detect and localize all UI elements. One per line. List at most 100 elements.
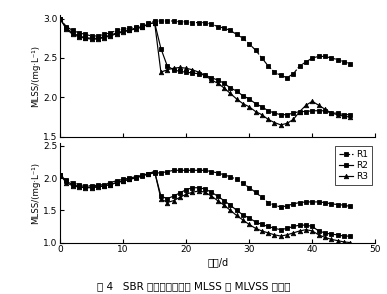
R2 — [247, 216, 252, 220]
R3 — [159, 197, 163, 201]
R1 — [102, 183, 106, 186]
R3 — [278, 234, 283, 238]
R2 — [316, 229, 321, 233]
R2 — [159, 194, 163, 198]
R2 — [272, 227, 277, 230]
R1 — [108, 181, 113, 184]
R2 — [297, 223, 302, 227]
R1 — [83, 184, 87, 188]
R2 — [241, 213, 245, 217]
R3 — [341, 240, 346, 244]
X-axis label: 时间/d: 时间/d — [207, 257, 228, 267]
R2 — [83, 185, 87, 189]
R2 — [89, 185, 94, 189]
R3 — [222, 203, 226, 207]
R1 — [253, 191, 258, 194]
R1 — [96, 183, 100, 187]
R2 — [115, 181, 119, 184]
R1 — [241, 181, 245, 185]
Y-axis label: MLSS/(mg·L⁻¹): MLSS/(mg·L⁻¹) — [31, 162, 40, 223]
R3 — [247, 223, 252, 226]
R1 — [146, 172, 151, 176]
R2 — [102, 184, 106, 188]
R2 — [285, 227, 289, 230]
R2 — [178, 191, 182, 195]
R2 — [64, 180, 68, 183]
Line: R1: R1 — [58, 168, 353, 209]
Line: R3: R3 — [58, 169, 353, 245]
R1 — [171, 168, 176, 172]
R3 — [291, 231, 296, 235]
R2 — [209, 191, 214, 194]
Legend: R1, R2, R3: R1, R2, R3 — [336, 146, 372, 185]
R2 — [96, 185, 100, 188]
R3 — [165, 201, 170, 204]
R1 — [278, 205, 283, 209]
R1 — [266, 201, 271, 204]
R1 — [209, 170, 214, 173]
R2 — [260, 223, 264, 226]
R3 — [234, 214, 239, 217]
R1 — [115, 179, 119, 182]
R3 — [152, 170, 157, 173]
R3 — [197, 189, 201, 193]
R3 — [310, 229, 315, 233]
R1 — [203, 168, 207, 172]
R2 — [323, 231, 327, 235]
R3 — [266, 231, 271, 235]
R2 — [140, 174, 144, 178]
R1 — [77, 183, 81, 186]
R3 — [285, 233, 289, 237]
Line: R2: R2 — [58, 169, 353, 238]
R3 — [140, 174, 144, 177]
R3 — [102, 184, 106, 188]
R3 — [203, 191, 207, 194]
R1 — [247, 186, 252, 190]
R3 — [190, 191, 195, 194]
R3 — [215, 199, 220, 202]
R1 — [222, 173, 226, 177]
R3 — [178, 196, 182, 199]
R1 — [335, 203, 340, 206]
R1 — [121, 178, 125, 181]
R3 — [260, 229, 264, 233]
R2 — [127, 178, 132, 181]
R1 — [272, 203, 277, 207]
R1 — [297, 201, 302, 204]
R1 — [316, 200, 321, 204]
R1 — [228, 175, 233, 178]
R2 — [134, 176, 138, 180]
R1 — [152, 171, 157, 175]
R3 — [58, 173, 62, 177]
R2 — [278, 228, 283, 231]
R2 — [266, 225, 271, 228]
R2 — [77, 185, 81, 188]
R1 — [215, 171, 220, 175]
R3 — [253, 227, 258, 230]
R1 — [165, 170, 170, 173]
R2 — [234, 208, 239, 212]
R1 — [178, 168, 182, 172]
R1 — [348, 205, 353, 208]
R3 — [89, 186, 94, 190]
R1 — [285, 204, 289, 208]
R1 — [134, 175, 138, 178]
R3 — [297, 229, 302, 233]
R1 — [260, 196, 264, 199]
R1 — [329, 202, 334, 206]
R2 — [108, 183, 113, 186]
R2 — [215, 194, 220, 198]
R2 — [171, 194, 176, 198]
R2 — [291, 225, 296, 228]
R3 — [209, 194, 214, 198]
R1 — [64, 178, 68, 182]
R3 — [348, 241, 353, 244]
Text: 图 4   SBR 快速启动过程中 MLSS 和 MLVSS 的变化: 图 4 SBR 快速启动过程中 MLSS 和 MLVSS 的变化 — [97, 281, 290, 291]
R2 — [58, 173, 62, 177]
R1 — [159, 171, 163, 175]
R1 — [323, 201, 327, 204]
R2 — [190, 186, 195, 190]
R1 — [127, 176, 132, 180]
R2 — [348, 234, 353, 238]
R2 — [304, 223, 308, 227]
